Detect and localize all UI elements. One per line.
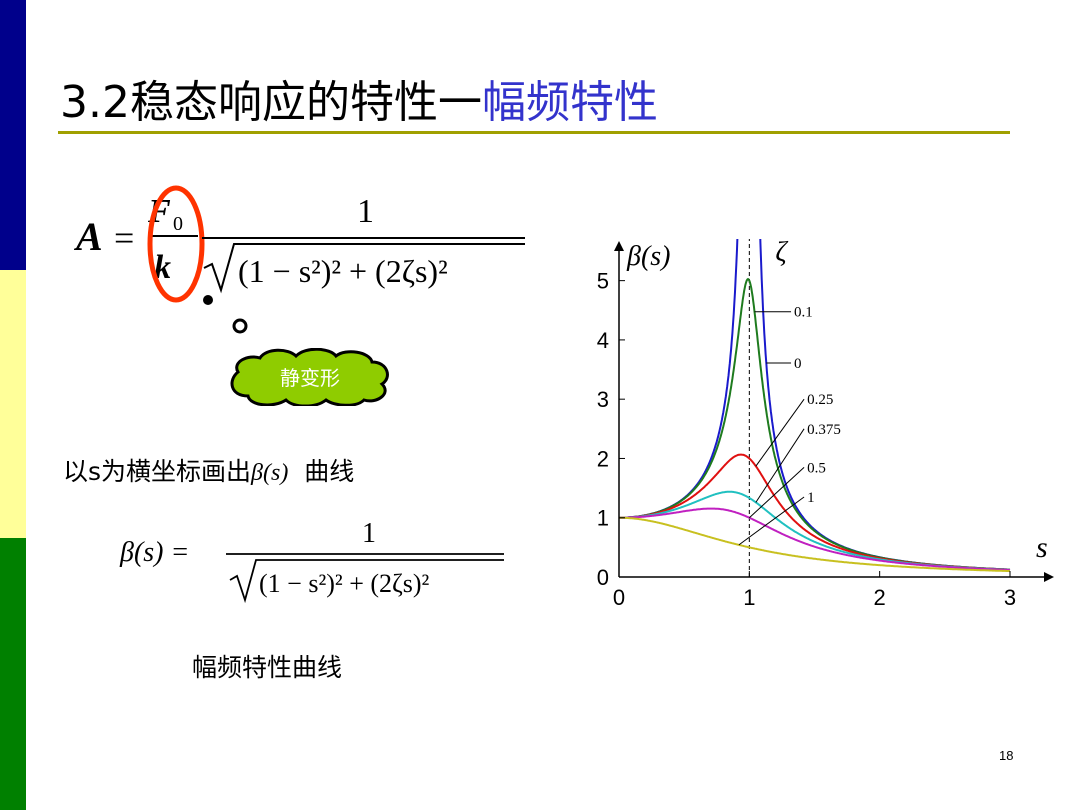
formula-force-subscript: 0 xyxy=(173,213,183,235)
series-line-zeta-0_5 xyxy=(619,507,1011,572)
x-tick-label: 1 xyxy=(743,585,755,610)
slide-title: 3.2稳态响应的特性一幅频特性 xyxy=(60,66,658,130)
y-axis-arrow xyxy=(614,241,624,251)
x-axis-arrow xyxy=(1044,572,1054,582)
y-tick-label: 2 xyxy=(597,446,609,471)
thought-dot-2 xyxy=(232,318,248,334)
formula-beta: β(s) = 1 (1 − s²)² + (2ζs)² xyxy=(119,518,504,604)
series-label-zeta-0_25: 0.25 xyxy=(807,392,833,408)
cloud-shape xyxy=(230,348,389,406)
series-leader-line xyxy=(738,496,805,546)
x-tick-label: 2 xyxy=(874,585,886,610)
series-label-zeta-0: 0 xyxy=(794,356,802,372)
series-line-zeta-1 xyxy=(619,516,1010,573)
series-leader-line xyxy=(748,466,805,519)
page-number: 18 xyxy=(999,748,1014,763)
x-tick-label: 0 xyxy=(613,585,625,610)
series-leader-line xyxy=(755,398,805,467)
beta-lhs: β(s) = xyxy=(119,537,189,568)
title-highlight: 幅频特性 xyxy=(481,77,658,128)
highlight-ellipse xyxy=(147,185,205,303)
instruction-line: 以s为横坐标画出β(s) 曲线 xyxy=(63,452,354,488)
sidebar-band-navy xyxy=(0,0,26,270)
callout-cloud: 静变形 xyxy=(230,348,389,406)
sqrt-sign xyxy=(203,243,525,294)
formula-denominator: (1 − s²)² + (2ζs)² xyxy=(238,253,448,289)
chart-caption: 幅频特性曲线 xyxy=(192,653,343,682)
callout-text: 静变形 xyxy=(280,367,340,390)
title-underline xyxy=(58,131,1010,134)
y-tick-label: 5 xyxy=(597,269,609,294)
series-label-zeta-0_1: 0.1 xyxy=(794,305,813,321)
formula-numerator: 1 xyxy=(357,193,374,230)
series-label-zeta-0_5: 0.5 xyxy=(807,460,826,476)
formula-amplitude: A = F 0 k 1 (1 − s²)² + (2ζs)² xyxy=(73,185,525,334)
legend-title: ζ xyxy=(775,237,788,268)
sidebar-band-green xyxy=(0,538,26,810)
series-leader-line xyxy=(755,428,805,503)
instruction-beta: β(s) xyxy=(251,460,289,486)
thought-dot-1 xyxy=(203,295,213,305)
instruction-suffix: 曲线 xyxy=(304,457,355,486)
y-tick-label: 4 xyxy=(597,328,609,353)
sidebar-band-yellow xyxy=(0,270,26,538)
beta-sqrt-sign xyxy=(229,559,504,604)
beta-denominator: (1 − s²)² + (2ζs)² xyxy=(259,569,430,598)
beta-numerator: 1 xyxy=(362,518,376,549)
x-axis-label: s xyxy=(1036,531,1048,564)
series-label-zeta-0_375: 0.375 xyxy=(807,422,841,438)
y-tick-label: 0 xyxy=(597,565,609,590)
title-main: 3.2稳态响应的特性一 xyxy=(60,77,482,128)
amplitude-frequency-chart: 0 1 2 3 0 1 2 3 4 5 β(s) s ζ 0 0.1 0.25 0.375 0.5 1 xyxy=(597,237,1054,610)
y-tick-label: 3 xyxy=(597,387,609,412)
y-axis-label: β(s) xyxy=(626,241,671,272)
x-tick-label: 3 xyxy=(1004,585,1016,610)
y-tick-label: 1 xyxy=(597,506,609,531)
series-label-zeta-1: 1 xyxy=(807,490,815,506)
formula-equals: = xyxy=(114,218,134,258)
instruction-prefix: 以s为横坐标画出 xyxy=(63,457,252,486)
formula-stiffness: k xyxy=(154,249,171,286)
formula-lhs: A xyxy=(73,214,103,259)
